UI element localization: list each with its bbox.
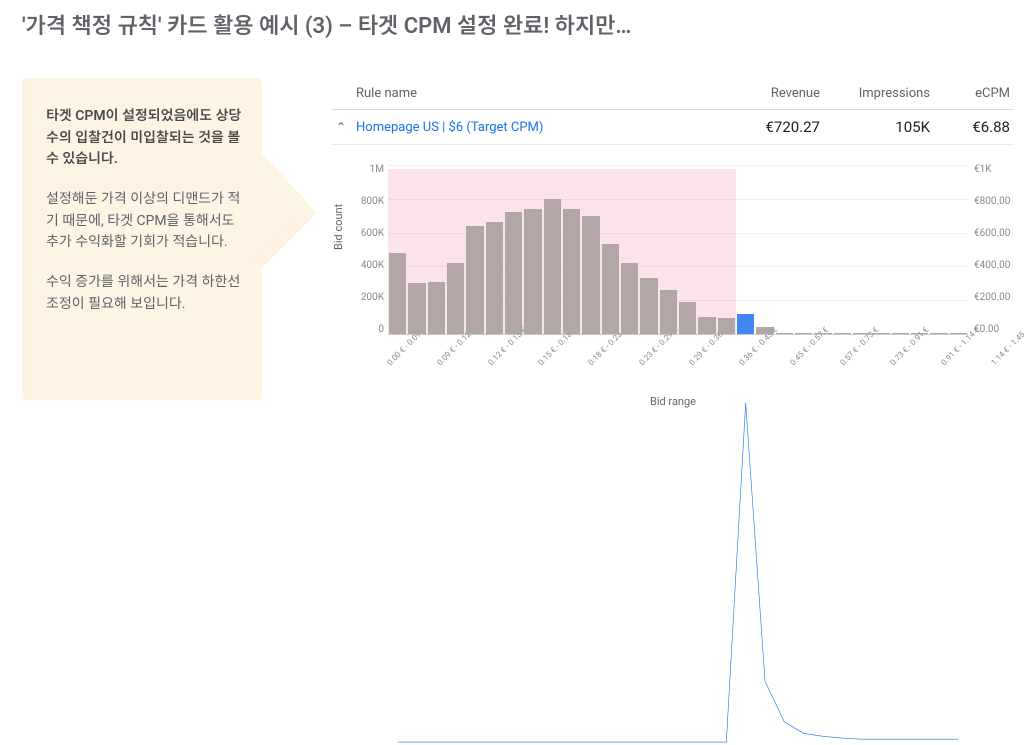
y-left-ticks: 1M 800K 600K 400K 200K 0	[350, 165, 384, 335]
rule-link[interactable]: Homepage US | $6 (Target CPM)	[356, 120, 710, 135]
callout-box: 타겟 CPM이 설정되었음에도 상당수의 입찰건이 미입찰되는 것을 볼 수 있…	[22, 78, 262, 400]
row-ecpm: €6.88	[930, 118, 1010, 136]
chevron-up-icon[interactable]: ⌃	[336, 120, 356, 134]
callout-p2: 설정해둔 가격 이상의 디맨드가 적기 때문에, 타겟 CPM을 통해서도 추가…	[46, 189, 242, 254]
x-tick: 1.14 € - 1.45 €	[989, 325, 1024, 402]
table-row[interactable]: ⌃ Homepage US | $6 (Target CPM) €720.27 …	[332, 110, 1014, 145]
y-left-tick: 1M	[370, 165, 384, 175]
y-left-tick: 400K	[361, 261, 384, 271]
y-right-tick: €200.00	[974, 293, 1010, 303]
y-left-label: Bid count	[332, 204, 345, 250]
row-impressions: 105K	[820, 118, 930, 136]
y-right-tick: €800.00	[974, 197, 1010, 207]
y-left-tick: 0	[378, 325, 384, 335]
table-header: Rule name Revenue Impressions eCPM	[332, 78, 1014, 110]
y-left-tick: 800K	[361, 197, 384, 207]
page-title: '가격 책정 규칙' 카드 활용 예시 (3) – 타겟 CPM 설정 완료! …	[0, 0, 1024, 40]
report-panel: Rule name Revenue Impressions eCPM ⌃ Hom…	[262, 78, 1024, 400]
col-rule: Rule name	[356, 86, 710, 101]
chart-plot	[388, 165, 968, 335]
main-layout: 타겟 CPM이 설정되었음에도 상당수의 입찰건이 미입찰되는 것을 볼 수 있…	[0, 40, 1024, 400]
col-ecpm: eCPM	[930, 86, 1010, 101]
y-left-tick: 200K	[361, 293, 384, 303]
row-revenue: €720.27	[710, 118, 820, 136]
y-right-tick: €600.00	[974, 229, 1010, 239]
callout-p3: 수익 증가를 위해서는 가격 하한선 조정이 필요해 보입니다.	[46, 272, 242, 315]
col-revenue: Revenue	[710, 86, 820, 101]
chart-line	[388, 165, 968, 745]
y-right-ticks: €1K€800.00€600.00€400.00€200.00€0.00	[974, 165, 1008, 335]
bid-chart: Bid count Revenue Bid range 1M800K600K40…	[332, 165, 1014, 400]
col-impressions: Impressions	[820, 86, 930, 101]
y-right-tick: €400.00	[974, 261, 1010, 271]
callout-p1: 타겟 CPM이 설정되었음에도 상당수의 입찰건이 미입찰되는 것을 볼 수 있…	[46, 106, 242, 171]
y-right-tick: €1K	[974, 165, 992, 175]
y-left-tick: 600K	[361, 229, 384, 239]
